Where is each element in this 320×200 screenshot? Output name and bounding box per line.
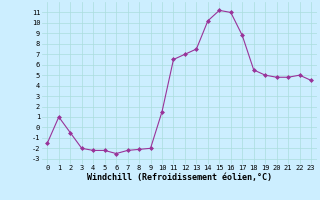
X-axis label: Windchill (Refroidissement éolien,°C): Windchill (Refroidissement éolien,°C) xyxy=(87,173,272,182)
